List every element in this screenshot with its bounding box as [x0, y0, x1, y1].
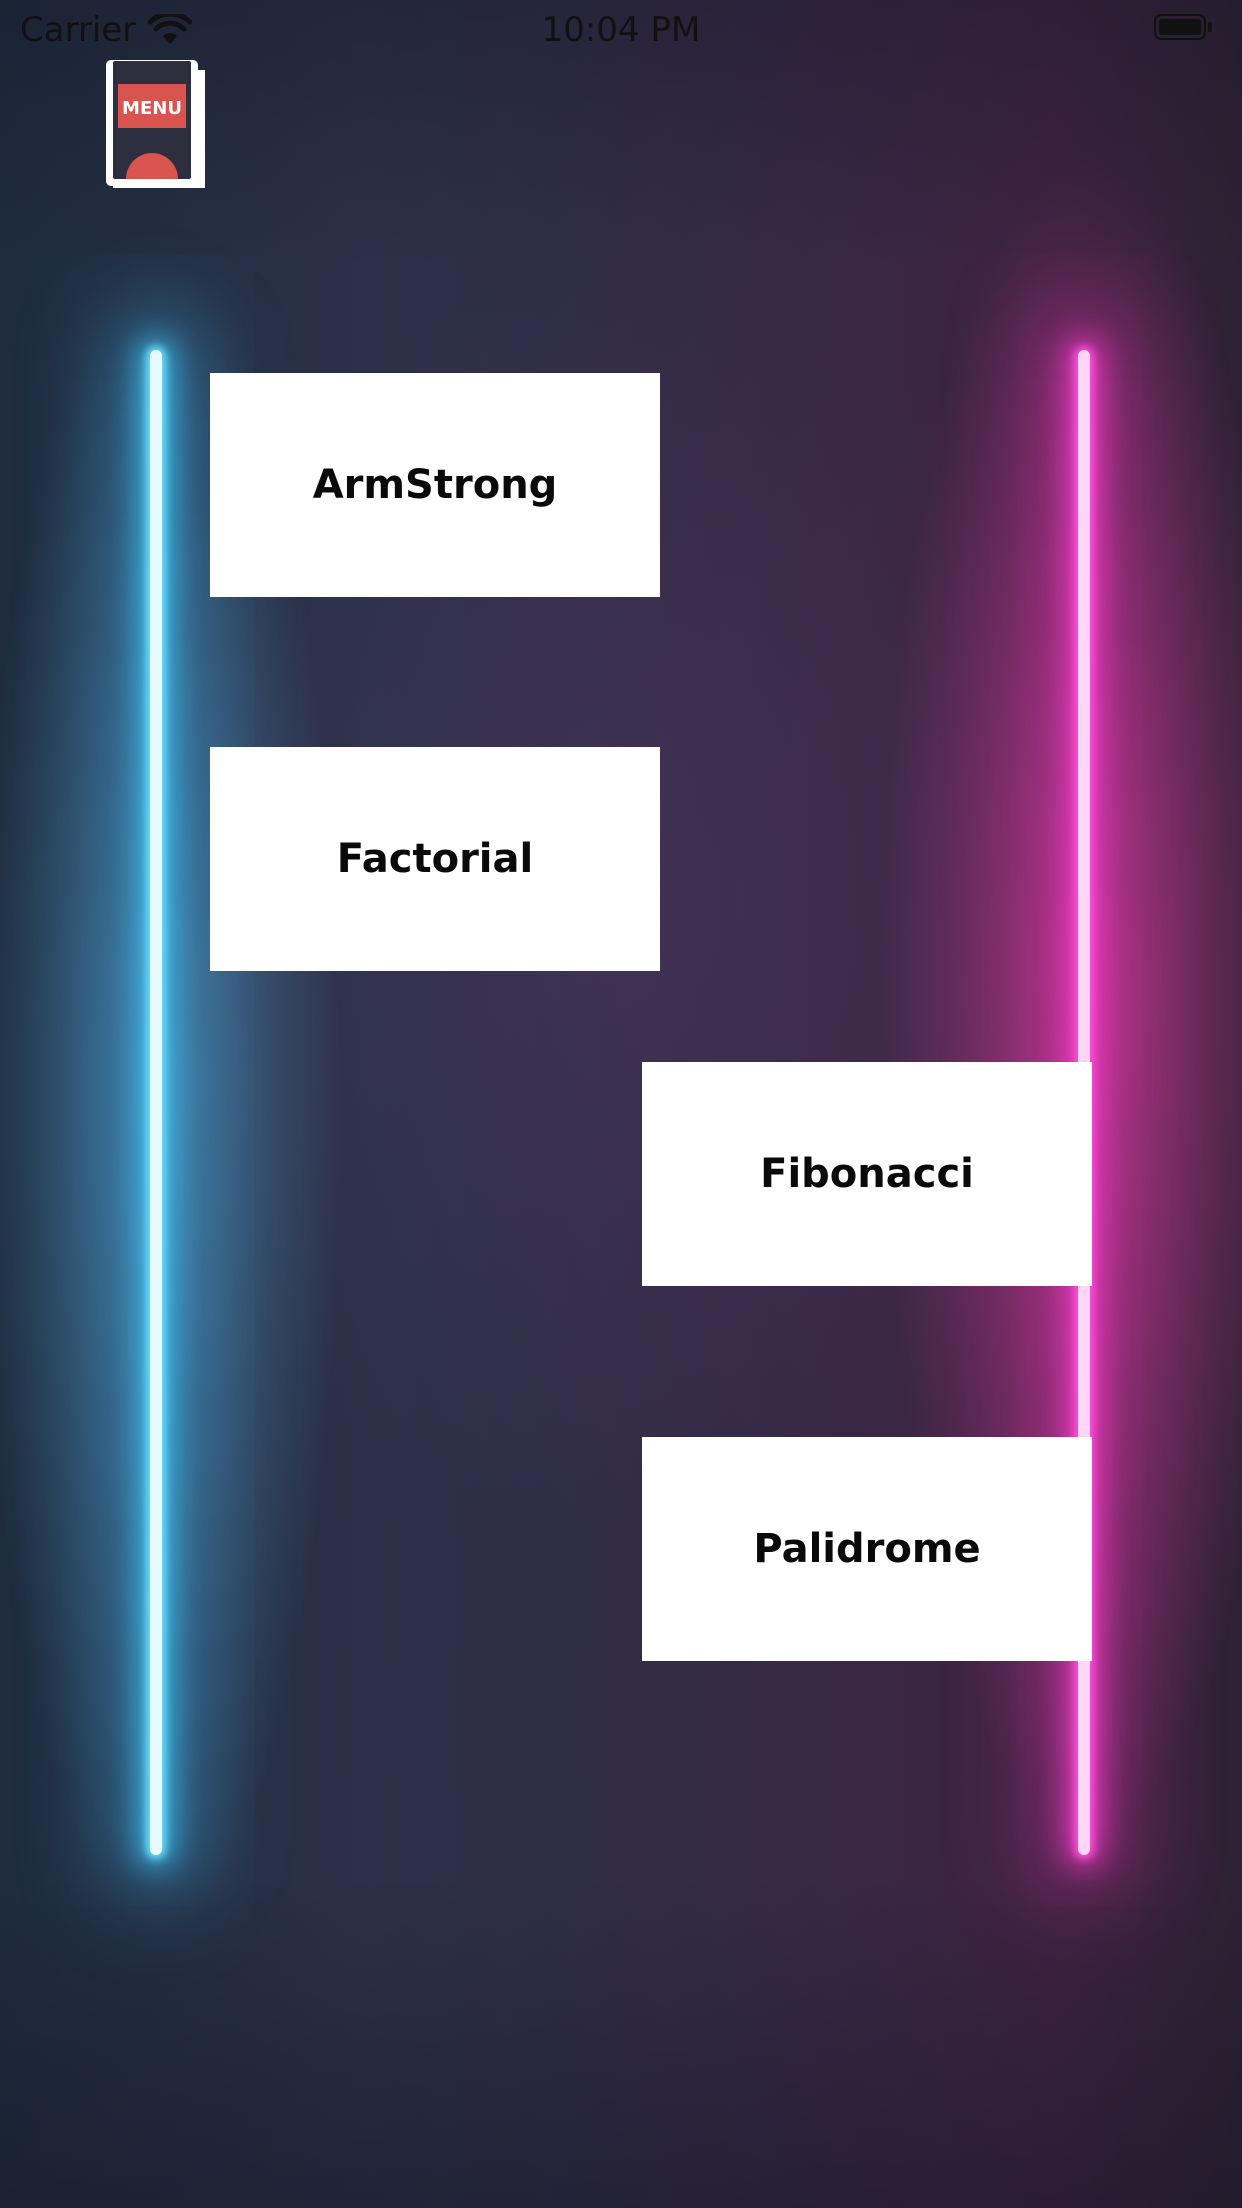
battery-icon: [1154, 14, 1214, 44]
armstrong-button[interactable]: ArmStrong: [210, 373, 660, 597]
status-time: 10:04 PM: [541, 10, 701, 50]
factorial-button[interactable]: Factorial: [210, 747, 660, 971]
palidrome-button[interactable]: Palidrome: [642, 1437, 1092, 1661]
menu-book-icon[interactable]: MENU: [104, 58, 208, 192]
carrier-label: Carrier: [20, 10, 137, 50]
menu-icon-label: MENU: [122, 98, 182, 119]
neon-light-left: [150, 350, 162, 1855]
wifi-icon: [148, 14, 192, 44]
status-bar: Carrier 10:04 PM: [0, 0, 1242, 60]
fibonacci-button[interactable]: Fibonacci: [642, 1062, 1092, 1286]
